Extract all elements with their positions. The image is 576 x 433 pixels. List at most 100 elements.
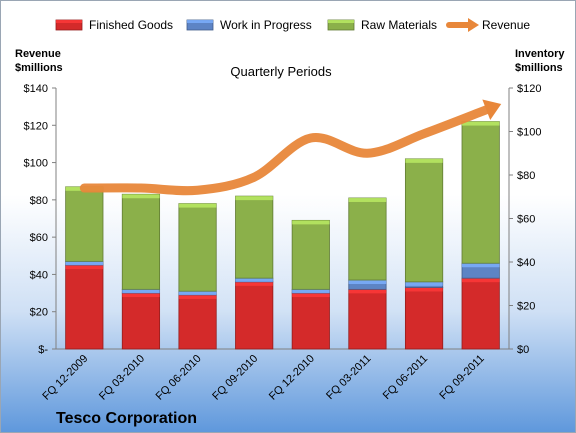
right-axis-title-line2: $millions [515, 62, 563, 74]
bar-segment [404, 158, 444, 283]
bar-segment [404, 281, 444, 288]
bar-segment [461, 262, 500, 279]
bar-segment [235, 277, 274, 283]
legend-item: Revenue [446, 18, 530, 32]
bar-fill [348, 197, 387, 281]
bar-segment [121, 288, 161, 294]
left-tick-label: $40 [30, 269, 48, 281]
bar-top-highlight [462, 278, 500, 283]
bar-segment [348, 197, 387, 281]
bar-top-highlight [462, 121, 500, 126]
bar-fill [235, 281, 274, 350]
bar-top-highlight [405, 281, 443, 286]
bar-fill [291, 219, 330, 290]
bar-top-highlight [235, 196, 273, 201]
bar-fill [178, 294, 217, 350]
bar-fill [461, 277, 500, 350]
bar-fill [121, 193, 161, 290]
legend-label: Raw Materials [361, 18, 437, 32]
bar-fill [65, 186, 104, 262]
bar-segment [404, 287, 444, 350]
legend-item: Finished Goods [55, 18, 173, 32]
revenue-line [79, 105, 491, 196]
bar-fill [404, 158, 444, 283]
bar-fill [291, 292, 330, 350]
bar-top-highlight [462, 263, 500, 268]
bar-top-highlight [122, 194, 160, 199]
left-axis-title-line2: $millions [15, 62, 63, 74]
bar-top-highlight [405, 287, 443, 292]
bar-top-highlight [348, 197, 387, 202]
right-axis-title-line1: Inventory [515, 48, 565, 60]
bar-top-highlight [348, 289, 387, 294]
bar-top-highlight [65, 261, 103, 266]
x-tick-label: FQ 12-2009 [40, 353, 90, 403]
bar-segment [291, 288, 330, 294]
legend-label: Revenue [482, 18, 530, 32]
bar-segment [121, 292, 161, 350]
bar-top-highlight [178, 291, 217, 295]
legend-label: Finished Goods [89, 18, 173, 32]
bar-segment [348, 288, 387, 350]
right-tick-label: $120 [517, 83, 541, 95]
company-name: Tesco Corporation [56, 410, 197, 427]
bar-segment [178, 290, 217, 296]
legend-swatch-highlight [328, 20, 354, 23]
bar-top-highlight [235, 281, 273, 286]
bar-top-highlight [405, 158, 443, 163]
bar-segment [348, 279, 387, 290]
right-tick-label: $100 [517, 127, 541, 139]
right-tick-label: $40 [517, 257, 535, 269]
bar-top-highlight [65, 265, 103, 270]
bar-top-highlight [178, 203, 217, 208]
bar-fill [235, 195, 274, 279]
revenue-arrowhead [482, 99, 502, 121]
bar-fill [65, 264, 104, 350]
x-tick-label: FQ 06-2011 [381, 353, 430, 402]
left-tick-label: $- [38, 344, 48, 356]
x-tick-label: FQ 12-2010 [267, 353, 317, 403]
bar-segment [65, 260, 104, 266]
x-tick-label: FQ 09-2010 [210, 353, 260, 403]
bar-segment [291, 292, 330, 350]
legend-swatch-highlight [56, 20, 82, 23]
bar-fill [461, 121, 500, 264]
bar-segment [121, 193, 161, 290]
bar-top-highlight [348, 280, 387, 285]
bar-fill [404, 287, 444, 350]
legend-item: Raw Materials [327, 18, 437, 32]
bar-segment [178, 203, 217, 292]
bar-top-highlight [292, 220, 330, 225]
x-tick-label: FQ 06-2010 [154, 353, 204, 403]
bar-fill [348, 288, 387, 350]
bar-segment [461, 121, 500, 264]
bar-top-highlight [235, 278, 273, 282]
bar-top-highlight [292, 293, 330, 298]
x-tick-label: FQ 03-2011 [324, 353, 373, 402]
legend: Finished Goods Work in Progress Raw Materi… [55, 18, 530, 32]
left-tick-label: $60 [30, 232, 48, 244]
legend-swatch-highlight [187, 20, 213, 23]
right-tick-label: $0 [517, 344, 529, 356]
bar-fill [178, 203, 217, 292]
bar-top-highlight [178, 294, 217, 299]
bar-top-highlight [292, 289, 330, 294]
legend-item: Work in Progress [186, 18, 312, 32]
bar-fill [121, 292, 161, 350]
legend-arrow-swatch [468, 18, 479, 32]
bar-segment [291, 219, 330, 290]
right-tick-label: $20 [517, 301, 535, 313]
bar-segment [65, 186, 104, 262]
bar-top-highlight [122, 289, 160, 294]
chart-title: Quarterly Periods [230, 64, 332, 79]
left-tick-label: $140 [24, 83, 48, 95]
left-tick-label: $100 [24, 158, 48, 170]
bar-segment [178, 294, 217, 350]
left-tick-label: $80 [30, 195, 48, 207]
bar-segment [461, 277, 500, 350]
right-tick-label: $80 [517, 170, 535, 182]
right-tick-label: $60 [517, 214, 535, 226]
x-tick-label: FQ 03-2010 [97, 353, 147, 403]
